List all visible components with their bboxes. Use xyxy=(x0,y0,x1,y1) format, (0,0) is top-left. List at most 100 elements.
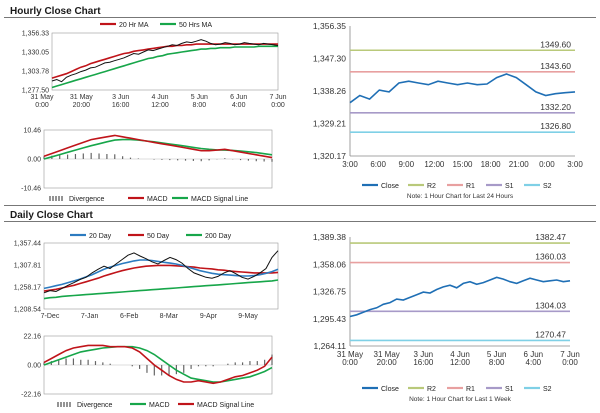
hourly-macd-legend-signal-label: MACD Signal Line xyxy=(191,196,248,203)
daily-macd-chart: 22.16 0.00 -22.16 Divergence MACD MACD Signal… xyxy=(21,334,273,409)
hourly-pivot-level-s1-label: 1332.20 xyxy=(540,102,571,112)
daily-price-y-tick: 1,258.17 xyxy=(14,285,41,292)
daily-pivot-legend-s2-label: S2 xyxy=(543,386,552,393)
hourly-price-x-tick: 7 Jun 0:00 xyxy=(269,94,286,109)
hourly-pivot-legend-s2-label: S2 xyxy=(543,183,552,190)
hourly-macd-legend-macd-label: MACD xyxy=(147,196,168,203)
hourly-pivot-x-tick: 3:00 xyxy=(567,160,583,169)
legend-200-day-label: 200 Day xyxy=(205,233,232,240)
daily-pivot-y-tick: 1,295.43 xyxy=(313,314,346,324)
hourly-pivot-x-tick: 6:00 xyxy=(370,160,386,169)
hourly-price-y-tick: 1,330.05 xyxy=(22,50,49,57)
hourly-section-title: Hourly Close Chart xyxy=(10,6,101,17)
hourly-pivot-y-tick: 1,329.21 xyxy=(313,119,346,129)
price-line xyxy=(51,39,279,83)
hourly-price-x-tick: 4 Jun 12:00 xyxy=(151,94,169,109)
daily-price-plot-frame xyxy=(43,242,279,310)
hourly-price-chart: 20 Hr MA 50 Hrs MA 1,356.33 1,330.05 1,303.7… xyxy=(22,22,287,109)
daily-macd-y-tick: 0.00 xyxy=(27,363,41,370)
hourly-macd-y-tick: 10.46 xyxy=(23,128,41,135)
daily-price-x-tick: 9-Apr xyxy=(200,313,218,320)
hourly-pivot-chart: 1,356.35 1,347.30 1,338.26 1,329.21 1,320.17… xyxy=(313,21,583,200)
daily-pivot-x-tick: 3 Jun 16:00 xyxy=(413,350,434,367)
daily-pivot-y-tick: 1,326.75 xyxy=(313,287,346,297)
daily-macd-legend-signal-label: MACD Signal Line xyxy=(197,402,254,409)
daily-price-x-tick: 6-Feb xyxy=(120,313,138,320)
daily-macd-y-tick: 22.16 xyxy=(23,334,41,341)
hourly-macd-y-tick: -10.46 xyxy=(21,186,41,193)
daily-pivot-legend-r2-label: R2 xyxy=(427,386,436,393)
ma-200-day-line xyxy=(43,279,279,300)
hourly-pivot-legend-s1-label: S1 xyxy=(505,183,514,190)
daily-pivot-level-s2-label: 1270.47 xyxy=(535,329,566,339)
daily-pivot-legend-close-label: Close xyxy=(381,386,399,393)
hourly-price-x-tick: 6 Jun 4:00 xyxy=(230,94,247,109)
legend-20-day-label: 20 Day xyxy=(89,233,112,240)
daily-price-y-tick: 1,208.54 xyxy=(14,307,41,314)
daily-macd-signal-line xyxy=(43,345,273,383)
hourly-macd-macd-line xyxy=(43,134,273,159)
hourly-pivot-close-line xyxy=(349,73,576,104)
daily-pivot-level-r1-label: 1360.03 xyxy=(535,252,566,262)
daily-pivot-x-tick: 31 May 20:00 xyxy=(374,350,400,367)
daily-pivot-level-r2-label: 1382.47 xyxy=(535,232,566,242)
daily-pivot-level-s1-label: 1304.03 xyxy=(535,300,566,310)
hourly-pivot-y-tick: 1,347.30 xyxy=(313,54,346,64)
hourly-pivot-x-tick: 3:00 xyxy=(342,160,358,169)
hourly-pivot-note: Note: 1 Hour Chart for Last 24 Hours xyxy=(407,193,514,200)
hourly-title-divider xyxy=(4,17,596,18)
hourly-pivot-y-tick: 1,320.17 xyxy=(313,151,346,161)
daily-pivot-note: Note: 1 Hour Chart for Last 1 Week xyxy=(409,396,512,403)
daily-macd-legend-macd-label: MACD xyxy=(149,402,170,409)
hourly-pivot-x-tick: 0:00 xyxy=(539,160,555,169)
daily-pivot-x-tick: 7 Jun 0:00 xyxy=(560,350,580,367)
daily-pivot-chart: 1,389.38 1,358.06 1,326.75 1,295.43 1,264.11… xyxy=(313,232,580,403)
hourly-price-x-tick: 31 May 0:00 xyxy=(31,94,54,109)
daily-section-title: Daily Close Chart xyxy=(10,210,93,221)
hourly-price-x-tick: 31 May 20:00 xyxy=(70,94,93,109)
daily-pivot-x-tick: 4 Jun 12:00 xyxy=(450,350,471,367)
daily-title-divider xyxy=(4,221,596,222)
daily-pivot-legend-s1-label: S1 xyxy=(505,386,514,393)
hourly-macd-chart: 10.46 0.00 -10.46 Divergence MACD MACD Signal… xyxy=(21,128,273,203)
ma-20hr-line xyxy=(51,43,278,79)
daily-pivot-x-tick: 5 Jun 8:00 xyxy=(487,350,507,367)
daily-price-y-tick: 1,307.81 xyxy=(14,263,41,270)
daily-price-y-tick: 1,357.44 xyxy=(14,241,41,248)
hourly-pivot-level-r1-label: 1343.60 xyxy=(540,61,571,71)
hourly-pivot-level-s2-label: 1326.80 xyxy=(540,121,571,131)
hourly-price-y-tick: 1,303.78 xyxy=(22,69,49,76)
ma-50-day-line xyxy=(43,264,279,292)
hourly-pivot-x-tick: 9:00 xyxy=(398,160,414,169)
hourly-macd-legend-divergence-label: Divergence xyxy=(69,196,105,203)
daily-pivot-legend-r1-label: R1 xyxy=(466,386,475,393)
hourly-price-x-tick: 5 Jun 8:00 xyxy=(191,94,208,109)
hourly-pivot-x-tick: 21:00 xyxy=(509,160,530,169)
hourly-price-plot-frame xyxy=(51,32,279,91)
legend-20hr-ma-label: 20 Hr MA xyxy=(119,22,149,29)
daily-pivot-x-tick: 31 May 0:00 xyxy=(337,350,363,367)
daily-pivot-y-tick: 1,264.11 xyxy=(314,341,347,351)
hourly-pivot-x-tick: 18:00 xyxy=(481,160,502,169)
legend-50-day-label: 50 Day xyxy=(147,233,170,240)
hourly-pivot-legend-close-label: Close xyxy=(381,183,399,190)
hourly-pivot-y-tick: 1,338.26 xyxy=(313,86,346,96)
daily-macd-y-tick: -22.16 xyxy=(21,392,41,399)
hourly-price-x-tick: 3 Jun 16:00 xyxy=(112,94,130,109)
legend-50hrs-ma-label: 50 Hrs MA xyxy=(179,22,212,29)
daily-pivot-close-line xyxy=(349,276,571,318)
hourly-price-y-tick: 1,277.50 xyxy=(22,88,49,95)
price-line xyxy=(43,250,279,294)
hourly-pivot-legend-r2-label: R2 xyxy=(427,183,436,190)
daily-macd-macd-line xyxy=(43,344,273,385)
hourly-pivot-level-r2-label: 1349.60 xyxy=(540,39,571,49)
daily-price-chart: 20 Day 50 Day 200 Day 1,357.44 1,307.81 1,258… xyxy=(14,233,279,320)
daily-pivot-y-tick: 1,358.06 xyxy=(313,259,346,269)
hourly-pivot-x-tick: 12:00 xyxy=(424,160,445,169)
daily-price-x-tick: 9-May xyxy=(238,313,258,320)
hourly-macd-y-tick: 0.00 xyxy=(27,157,41,164)
daily-pivot-x-tick: 6 Jun 4:00 xyxy=(524,350,544,367)
section-divider xyxy=(4,205,596,206)
ma-50hrs-line xyxy=(51,45,278,89)
hourly-pivot-legend-r1-label: R1 xyxy=(466,183,475,190)
